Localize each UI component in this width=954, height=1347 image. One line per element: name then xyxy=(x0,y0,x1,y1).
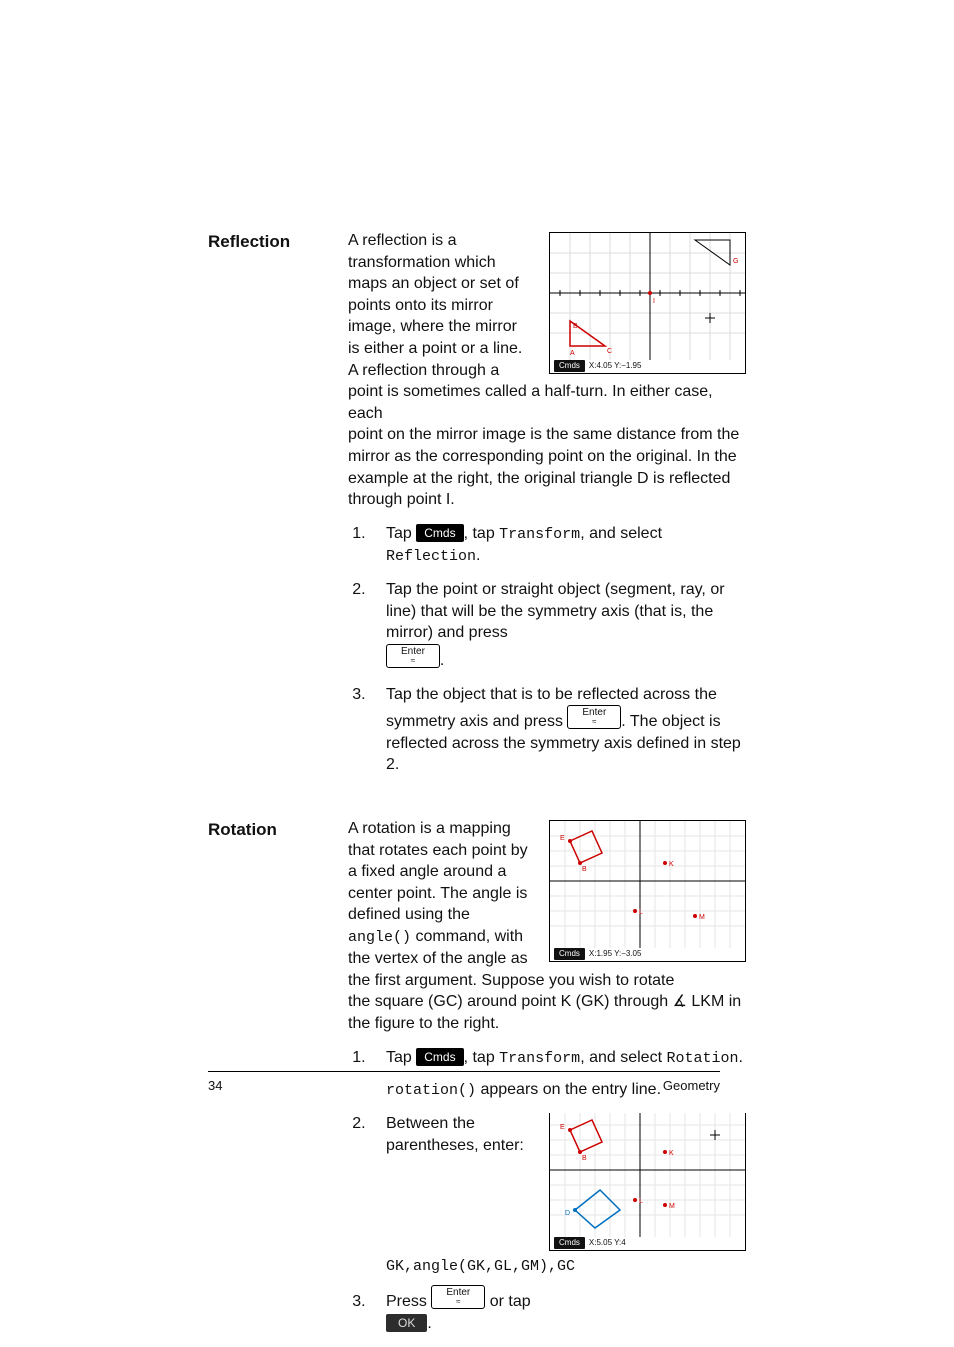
list-item: Tap Cmds, tap Transform, and select Refl… xyxy=(370,523,746,568)
list-item: Tap the point or straight object (segmen… xyxy=(370,579,746,671)
svg-text:M: M xyxy=(699,914,705,921)
svg-text:L: L xyxy=(639,909,643,916)
reflection-para2: point on the mirror image is the same di… xyxy=(348,426,739,508)
list-item: E B D K L M Cmds X:5.05 Y:4 xyxy=(370,1113,746,1277)
list-item: Press Enter≈ or tap OK. xyxy=(370,1285,746,1334)
page-footer: 34 Geometry xyxy=(208,1071,720,1093)
svg-text:L: L xyxy=(639,1198,643,1205)
svg-text:E: E xyxy=(560,835,565,842)
svg-text:B: B xyxy=(573,323,578,330)
figure-status-bar: Cmds X:4.05 Y:−1.95 xyxy=(551,360,744,372)
enter-key[interactable]: Enter≈ xyxy=(431,1285,485,1309)
cmds-chip: Cmds xyxy=(554,360,585,373)
svg-text:K: K xyxy=(669,1150,674,1157)
figure-rotation-1: E B K L M Cmds X:1.95 Y:−3.05 xyxy=(549,820,746,962)
heading-rotation: Rotation xyxy=(208,818,348,840)
svg-text:A: A xyxy=(570,350,575,357)
figure-status-bar: Cmds X:5.05 Y:4 xyxy=(551,1237,744,1249)
svg-text:D: D xyxy=(565,1210,570,1217)
svg-text:C: C xyxy=(607,348,612,355)
section-reflection: Reflection xyxy=(208,230,746,788)
svg-text:M: M xyxy=(669,1203,675,1210)
cmds-chip: Cmds xyxy=(554,948,585,961)
list-item: Tap the object that is to be reflected a… xyxy=(370,684,746,776)
cmds-button[interactable]: Cmds xyxy=(416,524,463,542)
svg-text:G: G xyxy=(733,258,738,265)
fig-coords: X:1.95 Y:−3.05 xyxy=(589,949,642,960)
enter-key[interactable]: Enter≈ xyxy=(386,644,440,668)
svg-text:E: E xyxy=(560,1124,565,1131)
page-number: 34 xyxy=(208,1078,222,1093)
page-title: Geometry xyxy=(663,1078,720,1093)
enter-key[interactable]: Enter≈ xyxy=(567,705,621,729)
figure-status-bar: Cmds X:1.95 Y:−3.05 xyxy=(551,948,744,960)
figure-rotation-2: E B D K L M Cmds X:5.05 Y:4 xyxy=(549,1113,746,1251)
svg-text:K: K xyxy=(669,861,674,868)
cmds-button[interactable]: Cmds xyxy=(416,1048,463,1066)
fig-coords: X:5.05 Y:4 xyxy=(589,1238,626,1249)
body-reflection: G I B A C Cmds X:4.05 Y:−1.95 A reflecti… xyxy=(348,230,746,788)
heading-reflection: Reflection xyxy=(208,230,348,252)
cmds-chip: Cmds xyxy=(554,1237,585,1250)
fig-coords: X:4.05 Y:−1.95 xyxy=(589,361,642,372)
svg-text:B: B xyxy=(582,1155,587,1162)
ok-button[interactable]: OK xyxy=(386,1314,427,1332)
svg-text:B: B xyxy=(582,866,587,873)
reflection-steps: Tap Cmds, tap Transform, and select Refl… xyxy=(348,523,746,776)
page: Reflection xyxy=(0,0,954,1235)
figure-reflection: G I B A C Cmds X:4.05 Y:−1.95 xyxy=(549,232,746,374)
svg-text:I: I xyxy=(653,298,655,305)
